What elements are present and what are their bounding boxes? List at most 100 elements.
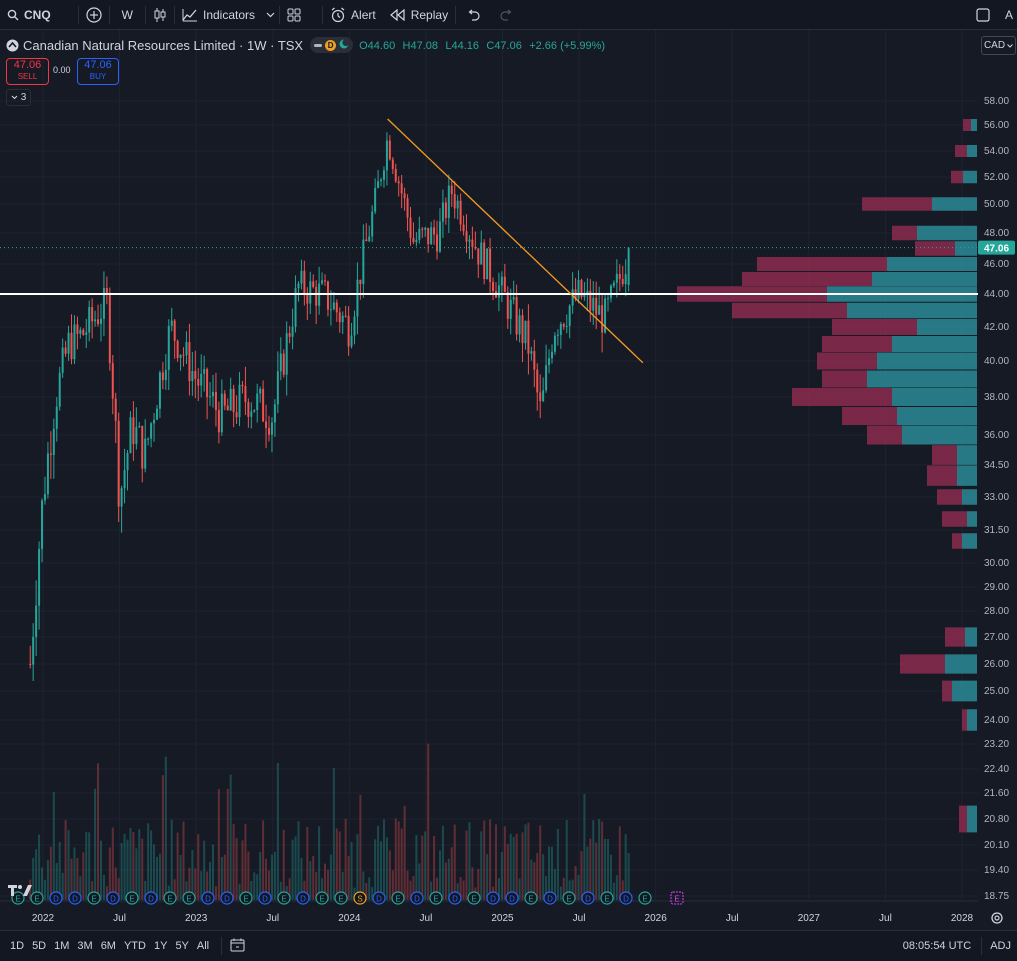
volume-bar — [368, 877, 371, 900]
toolbar-divider — [174, 5, 175, 24]
candle-body — [58, 372, 61, 407]
range-button-5d[interactable]: 5D — [32, 940, 47, 952]
volume-bar — [309, 861, 312, 900]
sell-button[interactable]: 47.06 SELL — [6, 58, 49, 85]
event-marker-label: D — [110, 895, 116, 904]
volume-profile-up-bar — [957, 465, 977, 486]
adjust-toggle[interactable]: ADJ — [990, 940, 1011, 952]
candle-body — [282, 353, 285, 375]
range-button-1m[interactable]: 1M — [54, 940, 70, 952]
range-button-1d[interactable]: 1D — [10, 940, 25, 952]
price-chart[interactable]: 58.00 56.00 54.00 52.00 50.00 48.00 46.00 44.00… — [0, 30, 1017, 930]
candle-body — [167, 325, 170, 370]
indicators-collapse-toggle[interactable]: 3 — [6, 89, 31, 106]
candle-body — [489, 248, 492, 282]
price-tick-label: 40.00 — [984, 356, 1009, 367]
candle-body — [356, 279, 359, 317]
volume-bar — [102, 875, 105, 900]
range-button-5y[interactable]: 5Y — [175, 940, 189, 952]
event-marker-label: D — [72, 895, 78, 904]
event-marker-e — [391, 891, 405, 905]
volume-bar — [88, 832, 91, 900]
tradingview-logo[interactable] — [8, 883, 34, 900]
candle-body — [265, 421, 268, 429]
volume-bar — [382, 819, 385, 900]
spread-value: 0.00 — [53, 65, 71, 75]
event-marker-d — [410, 891, 424, 905]
volume-bar — [598, 819, 601, 900]
price-tick-label: 54.00 — [984, 146, 1009, 157]
buy-button[interactable]: 47.06 BUY — [77, 58, 119, 85]
candle-body — [259, 388, 262, 394]
candle-body — [388, 140, 391, 160]
candle-body — [406, 198, 409, 218]
symbol-title[interactable]: Canadian Natural Resources Limited · 1W … — [23, 37, 304, 53]
event-marker-label: E — [566, 895, 571, 904]
event-marker-e — [467, 891, 481, 905]
candle-body — [158, 372, 161, 409]
price-tick-label: 30.00 — [984, 558, 1009, 569]
candle-body — [253, 409, 256, 412]
range-button-1y[interactable]: 1Y — [153, 940, 168, 952]
replay-button[interactable]: Replay — [383, 0, 455, 29]
symbol-search[interactable]: CNQ — [0, 0, 58, 29]
currency-button[interactable]: CAD — [981, 36, 1016, 55]
candle-body — [412, 237, 415, 243]
indicators-dropdown[interactable] — [262, 0, 279, 29]
volume-bar — [489, 819, 492, 900]
chart-type-button[interactable] — [146, 0, 174, 29]
goto-date-button[interactable] — [230, 938, 246, 955]
range-button-ytd[interactable]: YTD — [123, 940, 146, 952]
last-price-tag — [978, 240, 1015, 255]
volume-bar — [385, 837, 388, 900]
volume-bar — [586, 846, 589, 900]
range-button-3m[interactable]: 3M — [77, 940, 93, 952]
toolbar-divider — [322, 5, 324, 24]
volume-bar — [574, 866, 577, 900]
fullscreen-button[interactable] — [969, 0, 997, 29]
market-status-pill[interactable]: D — [310, 37, 354, 53]
interval-label: W — [121, 7, 133, 22]
event-marker-label: D — [148, 895, 154, 904]
clock-display[interactable]: 08:05:54 UTC — [902, 940, 972, 952]
volume-bar — [61, 872, 64, 900]
event-marker-e — [429, 891, 443, 905]
indicators-icon — [182, 8, 198, 22]
range-button-6m[interactable]: 6M — [100, 940, 116, 952]
price-tick-label: 22.40 — [984, 764, 1009, 775]
volume-profile-up-bar — [967, 145, 977, 157]
volume-profile-up-bar — [967, 709, 977, 731]
candle-body — [456, 200, 459, 209]
price-tick-label: 31.50 — [984, 525, 1009, 536]
undo-button[interactable] — [456, 0, 490, 29]
account-button[interactable]: A — [997, 0, 1017, 29]
candle-body — [303, 270, 306, 295]
volume-profile-down-bar — [955, 145, 967, 157]
chart-settings-button[interactable] — [990, 911, 1004, 928]
candle-body — [108, 293, 111, 364]
candle-body — [418, 228, 421, 240]
buy-price: 47.06 — [84, 59, 112, 71]
interval-button[interactable]: W — [110, 0, 145, 29]
range-button-all[interactable]: All — [196, 940, 210, 952]
volume-bar — [312, 855, 315, 900]
candle-body — [571, 289, 574, 306]
compare-button[interactable] — [79, 0, 109, 29]
ohlc-high: H47.08 — [402, 40, 439, 52]
volume-bar — [46, 860, 49, 900]
redo-button[interactable] — [490, 0, 524, 29]
event-marker-d — [505, 891, 519, 905]
candle-body — [79, 329, 82, 334]
candle-body — [85, 332, 88, 335]
volume-profile-down-bar — [732, 302, 847, 319]
indicators-button[interactable]: Indicators — [175, 0, 262, 29]
candle-body — [409, 217, 412, 238]
volume-bar — [471, 867, 474, 900]
candle-body — [492, 281, 495, 292]
candle-body — [550, 351, 553, 359]
candle-body — [444, 202, 447, 218]
candle-body — [138, 425, 141, 428]
alert-button[interactable]: Alert — [323, 0, 383, 29]
volume-bar — [477, 868, 480, 900]
layouts-button[interactable] — [280, 0, 308, 29]
